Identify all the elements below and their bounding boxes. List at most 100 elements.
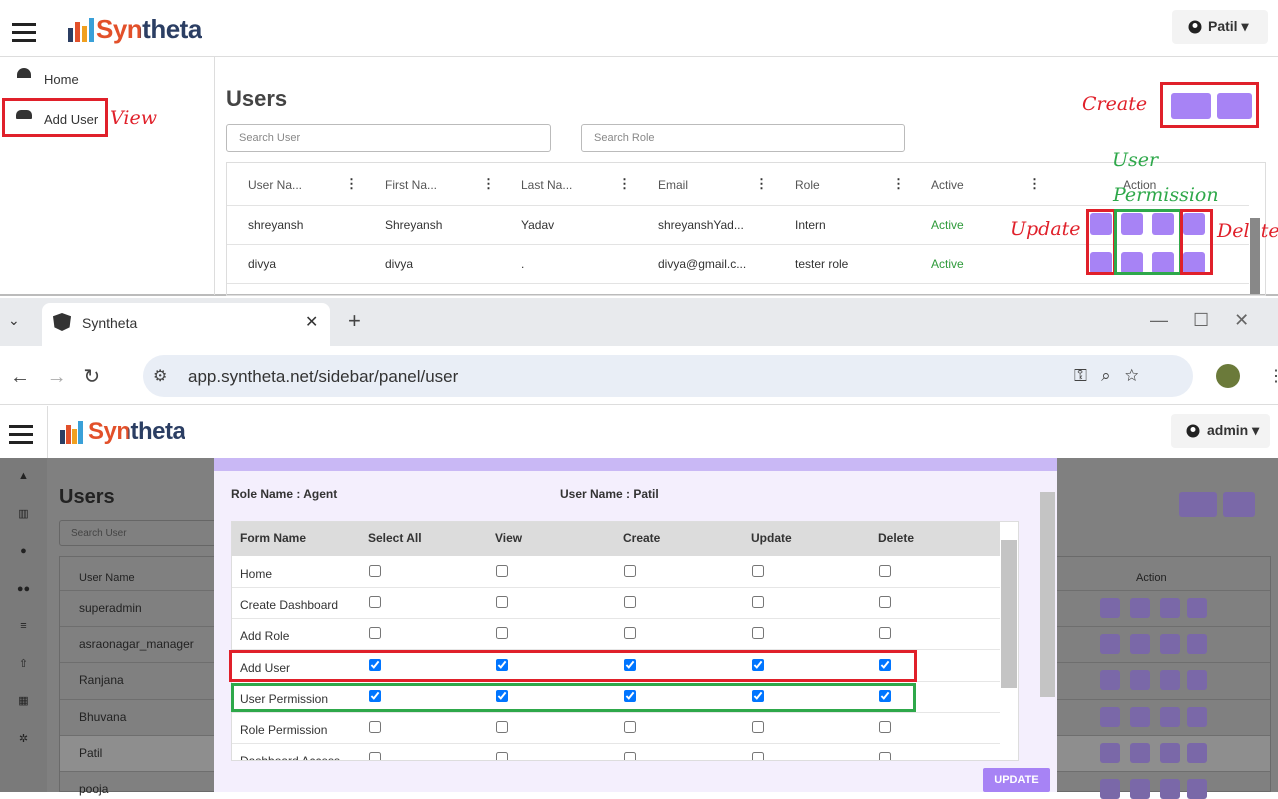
action-button[interactable] [1100,634,1120,655]
column-menu[interactable]: ⋮ [618,176,631,191]
action-button[interactable] [1187,670,1207,691]
nav-buttons[interactable]: ← → ↻ [10,366,101,388]
search-input[interactable]: Search Role [581,124,905,152]
permission-checkbox[interactable] [496,627,508,640]
permission-checkbox[interactable] [369,721,381,733]
action-button[interactable] [1130,634,1150,655]
permission-checkbox[interactable] [879,752,891,760]
permission-checkbox[interactable] [752,658,764,671]
scrollbar[interactable] [1250,218,1260,294]
column-menu[interactable]: ⋮ [1028,176,1041,191]
menu-button[interactable] [9,425,33,449]
sidebar-item[interactable]: Add User [44,112,99,127]
action-button[interactable] [1160,742,1180,763]
action-button[interactable] [1187,742,1207,763]
menu[interactable]: ⋮ [1268,368,1278,385]
permission-checkbox[interactable] [752,565,764,577]
column-menu[interactable]: ⋮ [755,176,768,191]
permission-checkbox[interactable] [752,596,764,609]
action-button[interactable] [1090,252,1112,274]
permission-checkbox[interactable] [369,658,381,671]
user-menu[interactable]: Patil ▾ [1172,10,1268,44]
permission-checkbox[interactable] [496,565,508,577]
sidebar-item[interactable]: Home [44,72,79,87]
permission-checkbox[interactable] [752,721,764,733]
permission-checkbox[interactable] [624,689,636,702]
permission-checkbox[interactable] [752,627,764,640]
permission-checkbox[interactable] [496,596,508,609]
action-button[interactable] [1183,213,1205,235]
permission-checkbox[interactable] [624,596,636,609]
tab[interactable] [42,303,330,346]
action-button[interactable] [1130,706,1150,727]
permission-checkbox[interactable] [496,658,508,671]
action-button[interactable] [1187,779,1207,799]
scrollbar[interactable] [1040,492,1055,697]
tab-list-button[interactable]: ⌄ [8,312,20,328]
site-info[interactable]: ⚙ [153,368,168,385]
permission-checkbox[interactable] [496,752,508,760]
permission-checkbox[interactable] [624,565,636,577]
create-user-button[interactable] [1171,93,1211,119]
permission-checkbox[interactable] [369,752,381,760]
action-button[interactable] [1090,213,1112,235]
address-bar[interactable] [143,355,1193,397]
create-file-button[interactable] [1217,93,1252,119]
new-tab[interactable]: + [348,308,361,333]
action-button[interactable] [1152,252,1174,274]
action-button[interactable] [1160,779,1180,799]
permission-checkbox[interactable] [624,658,636,671]
create-file-button[interactable] [1223,492,1255,517]
scrollbar[interactable] [1001,540,1017,688]
action-button[interactable] [1160,670,1180,691]
url[interactable]: app.syntheta.net/sidebar/panel/user [188,367,459,386]
permission-checkbox[interactable] [369,627,381,640]
action-button[interactable] [1121,213,1143,235]
action-button[interactable] [1183,252,1205,274]
action-button[interactable] [1160,598,1180,618]
action-button[interactable] [1121,252,1143,274]
search-input[interactable]: Search User [226,124,551,152]
action-button[interactable] [1100,598,1120,618]
action-button[interactable] [1130,670,1150,691]
permission-checkbox[interactable] [879,596,891,609]
permission-checkbox[interactable] [879,721,891,733]
permission-checkbox[interactable] [369,689,381,702]
action-button[interactable] [1187,634,1207,655]
menu-button[interactable] [12,23,36,47]
permission-checkbox[interactable] [624,627,636,640]
action-button[interactable] [1187,706,1207,727]
permission-checkbox[interactable] [369,596,381,609]
tab-close[interactable]: ✕ [305,314,319,331]
action-button[interactable] [1160,706,1180,727]
permission-checkbox[interactable] [496,689,508,702]
permission-checkbox[interactable] [879,658,891,671]
action-button[interactable] [1130,742,1150,763]
action-button[interactable] [1160,634,1180,655]
action-button[interactable] [1100,706,1120,727]
action-button[interactable] [1152,213,1174,235]
column-menu[interactable]: ⋮ [345,176,358,191]
action-button[interactable] [1130,598,1150,618]
action-button[interactable] [1100,670,1120,691]
create-user-button[interactable] [1179,492,1217,517]
column-menu[interactable]: ⋮ [482,176,495,191]
column-menu[interactable]: ⋮ [892,176,905,191]
action-button[interactable] [1130,779,1150,799]
permission-checkbox[interactable] [624,752,636,760]
permission-checkbox[interactable] [496,721,508,733]
action-button[interactable] [1187,598,1207,618]
action-button[interactable] [1100,742,1120,763]
update-button[interactable]: UPDATE [983,768,1050,792]
action-button[interactable] [1100,779,1120,799]
search-input[interactable]: Search User [59,520,219,546]
permission-checkbox[interactable] [879,689,891,702]
permission-checkbox[interactable] [879,627,891,640]
address-icons[interactable]: ⚿ ⌕ ☆ [1074,366,1139,385]
window-controls[interactable]: — ☐ ✕ [1150,310,1250,330]
permission-checkbox[interactable] [879,565,891,577]
permission-checkbox[interactable] [369,565,381,577]
permission-checkbox[interactable] [624,721,636,733]
permission-checkbox[interactable] [752,752,764,760]
permission-checkbox[interactable] [752,689,764,702]
